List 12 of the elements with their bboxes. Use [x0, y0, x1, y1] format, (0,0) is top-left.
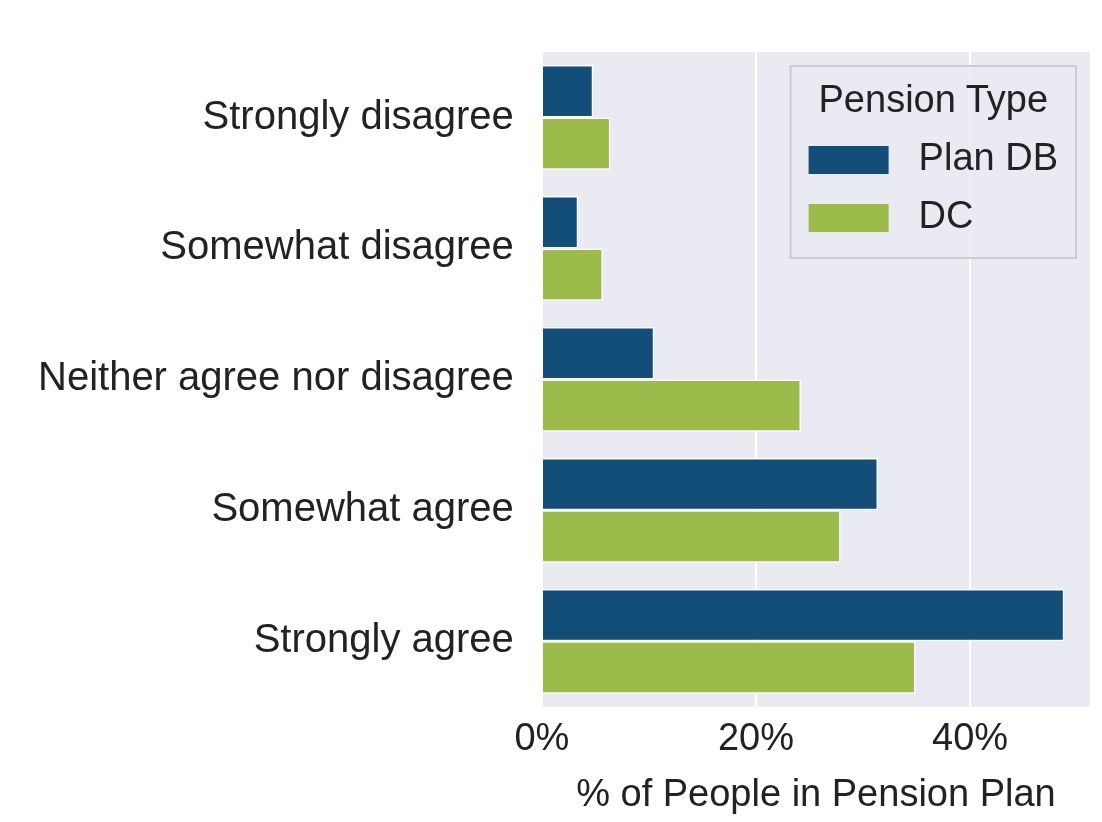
x-tick-label: 20%	[717, 716, 794, 759]
legend-title: Pension Type	[818, 78, 1049, 121]
x-tick-label: 0%	[514, 716, 570, 759]
y-tick-label: Somewhat agree	[211, 485, 514, 530]
y-tick-label: Strongly disagree	[202, 92, 514, 137]
legend-label: Plan DB	[918, 136, 1058, 179]
y-tick-label: Somewhat disagree	[160, 223, 514, 268]
legend-label: DC	[918, 194, 974, 237]
x-tick-label: 40%	[932, 716, 1009, 759]
x-axis-title: % of People in Pension Plan	[576, 771, 1056, 814]
y-tick-label: Strongly agree	[253, 616, 514, 661]
y-tick-label: Neither agree nor disagree	[38, 354, 514, 399]
